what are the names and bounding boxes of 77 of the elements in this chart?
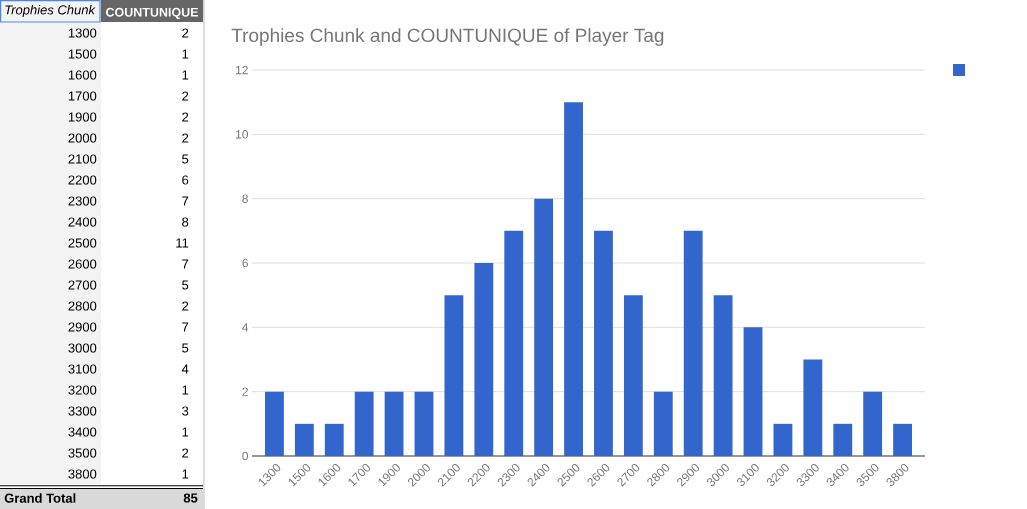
y-tick-label: 2100: [68, 154, 97, 164]
bar: [833, 423, 853, 456]
data-label: 7: [182, 196, 189, 206]
chart-title: Trophies Chunk and COUNTUNIQUE of Player Tag: [231, 28, 664, 46]
data-label: 2: [182, 448, 189, 458]
data-label: 4: [181, 364, 189, 374]
y-tick-label: 3500: [68, 448, 97, 458]
bar: [594, 230, 613, 456]
y-tick-label: 1600: [68, 70, 97, 80]
y-tick-label: 3400: [68, 427, 97, 437]
bar: [324, 423, 344, 456]
y-tick-label: 3300: [68, 406, 97, 416]
x-tick-label: COUNTUNIQUE: [106, 7, 199, 19]
text: Trophies Chunk: [5, 4, 96, 18]
bar: [564, 102, 583, 456]
data-label: 1: [182, 70, 189, 80]
data-label: 1: [182, 469, 189, 479]
y-tick-label: 4: [242, 323, 249, 332]
data-label: 5: [182, 154, 189, 164]
bar: [743, 327, 763, 456]
bar: [265, 391, 284, 456]
bar: [773, 423, 793, 456]
y-tick-label: 1700: [68, 91, 97, 101]
y-tick-label: 2: [242, 387, 248, 396]
y-tick-label: 1500: [68, 49, 97, 59]
data-label: 1: [182, 427, 189, 437]
y-tick-label: 2800: [68, 301, 97, 311]
y-tick-label: 2300: [68, 196, 97, 206]
y-tick-label: 3200: [68, 385, 97, 395]
bar: [713, 295, 733, 456]
bar: [534, 198, 554, 456]
data-label: 2: [182, 91, 189, 101]
bar: [444, 295, 464, 456]
data-label: 2: [182, 28, 189, 38]
y-tick-label: 12: [236, 65, 248, 75]
bar: [683, 230, 703, 456]
y-tick-label: 2900: [68, 322, 97, 332]
bar: [803, 359, 823, 456]
data-label: 2: [182, 301, 189, 311]
data-label: 3: [182, 406, 189, 416]
data-label: 2: [182, 133, 189, 143]
bar: [893, 423, 912, 456]
data-label: 6: [182, 175, 189, 185]
data-label: 2: [182, 112, 189, 122]
y-tick-label: 2600: [68, 259, 97, 269]
bar: [354, 391, 374, 456]
bar: [623, 295, 643, 456]
y-tick-label: 3100: [68, 364, 97, 374]
y-tick-label: 0: [242, 451, 249, 461]
data-label: 8: [182, 217, 189, 227]
y-tick-label: 2700: [68, 280, 97, 290]
bar: [474, 263, 494, 456]
annotation: 85: [183, 493, 198, 503]
y-tick-label: 2200: [68, 175, 97, 185]
y-tick-label: 6: [242, 258, 248, 268]
y-tick-label: 1900: [68, 112, 97, 122]
data-label: 7: [182, 259, 189, 269]
y-tick-label: 8: [242, 194, 248, 203]
data-label: 7: [182, 322, 189, 332]
data-label: 1: [182, 385, 189, 395]
bar: [504, 230, 524, 456]
data-label: 5: [182, 343, 189, 353]
bar: [414, 391, 434, 456]
bar: [653, 391, 673, 456]
data-label: 1: [182, 49, 189, 59]
y-tick-label: 10: [236, 130, 249, 139]
y-tick-label: 2400: [68, 217, 97, 227]
y-tick-label: 2500: [68, 238, 97, 248]
data-label: 11: [176, 238, 189, 248]
bar: [294, 423, 314, 456]
bar: [863, 391, 883, 456]
bar: [384, 391, 404, 456]
data-label: 5: [182, 280, 189, 290]
y-tick-label: 1300: [68, 28, 97, 38]
y-tick-label: 3000: [68, 343, 97, 353]
y-tick-label: 2000: [68, 133, 97, 143]
text: Grand Total: [4, 493, 76, 503]
